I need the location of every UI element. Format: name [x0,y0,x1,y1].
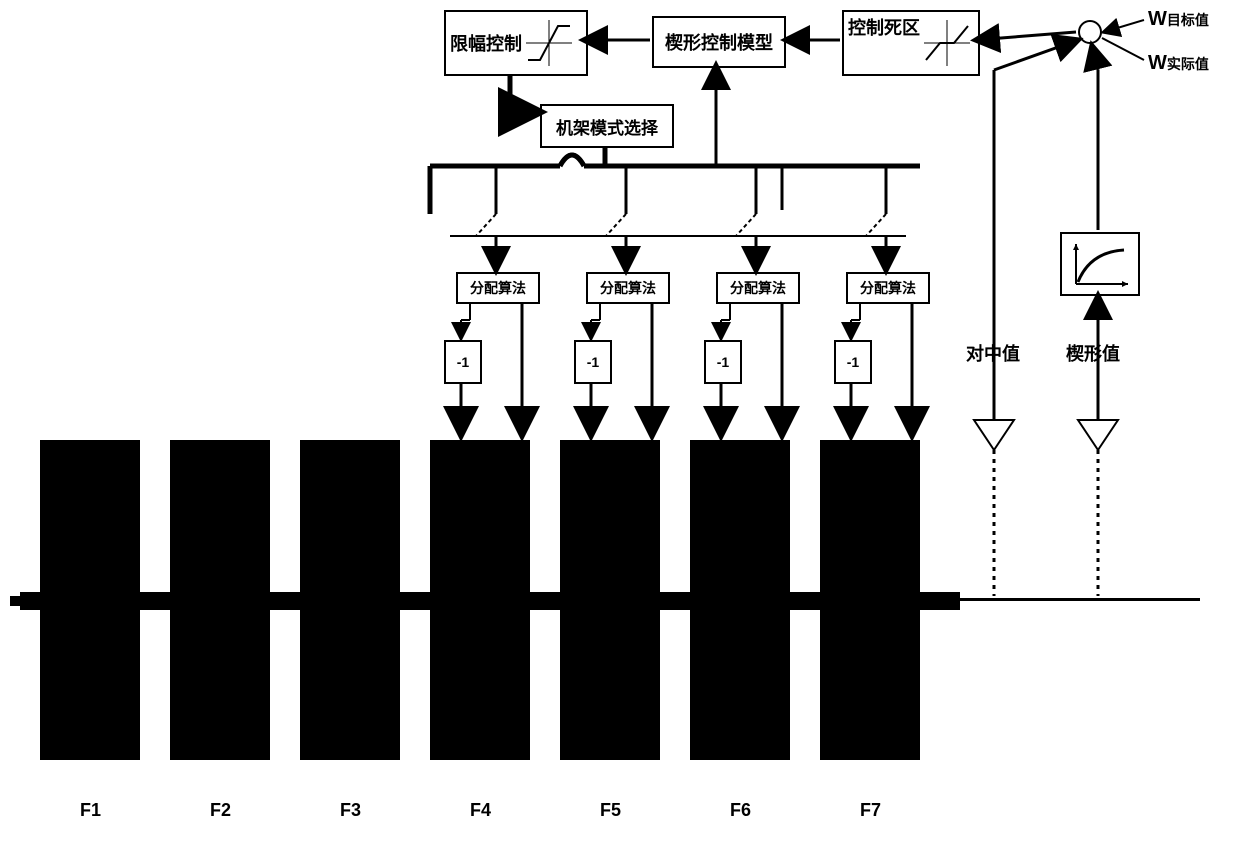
routing-lines [0,0,1239,851]
diagram-canvas: F1 F2 F3 F4 F5 F6 F7 限幅控制 楔形控制模型 控制死区 W目… [0,0,1239,851]
